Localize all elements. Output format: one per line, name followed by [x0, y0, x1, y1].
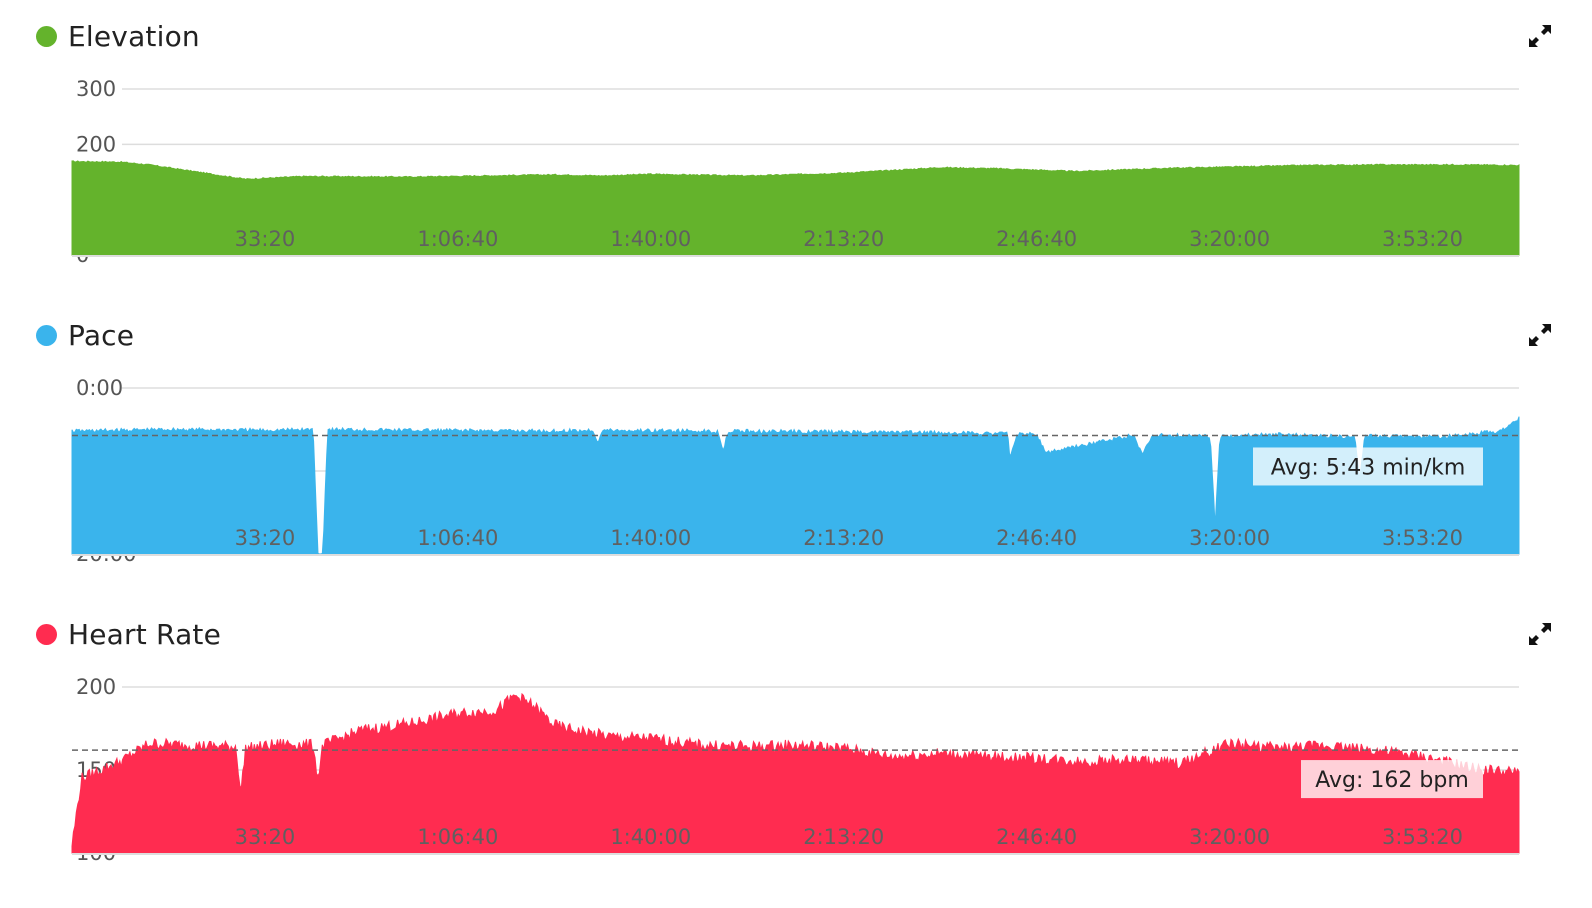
elevation-xtick-label: 1:40:00 [610, 227, 691, 251]
heart-rate-title: Heart Rate [68, 617, 222, 651]
heart-rate-average-box [1301, 760, 1483, 799]
elevation-xtick-label: 1:06:40 [417, 227, 498, 251]
elevation-ytick-label: 300 [76, 77, 116, 101]
elevation-xtick-label: 33:20 [235, 227, 296, 251]
expand-icon[interactable] [1526, 620, 1554, 648]
pace-xtick-label: 33:20 [235, 526, 296, 550]
pace-xtick-label: 3:20:00 [1189, 526, 1270, 550]
elevation-series-area [71, 160, 1520, 256]
pace-xtick-label: 3:53:20 [1382, 526, 1463, 550]
pace-xtick-label: 1:40:00 [610, 526, 691, 550]
elevation-xtick-label: 2:46:40 [996, 227, 1077, 251]
heart-rate-xtick-label: 2:46:40 [996, 825, 1077, 849]
pace-xtick-label: 2:13:20 [803, 526, 884, 550]
heart-rate-xtick-label: 1:06:40 [417, 825, 498, 849]
pace-xtick-label: 1:06:40 [417, 526, 498, 550]
heart-rate-ytick-label: 200 [76, 675, 116, 699]
elevation-panel: Elevation 010020030033:201:06:401:40:002… [0, 0, 1592, 290]
heart-rate-chart: 10015020033:201:06:401:40:002:13:202:46:… [71, 675, 1520, 865]
pace-average-box [1253, 447, 1483, 486]
pace-ytick-label: 0:00 [76, 376, 123, 400]
elevation-legend-dot [36, 25, 57, 47]
expand-icon[interactable] [1526, 321, 1554, 349]
elevation-title: Elevation [68, 19, 200, 53]
pace-header: Pace [36, 315, 134, 355]
heart-rate-xtick-label: 3:53:20 [1382, 825, 1463, 849]
elevation-xtick-label: 3:53:20 [1382, 227, 1463, 251]
heart-rate-average-label: Avg: 162 bpm [1315, 768, 1469, 793]
pace-chart: 0:0010:0020:0033:201:06:401:40:002:13:20… [71, 376, 1520, 566]
elevation-xtick-label: 2:13:20 [803, 227, 884, 251]
elevation-xtick-label: 3:20:00 [1189, 227, 1270, 251]
heart-rate-xtick-label: 1:40:00 [610, 825, 691, 849]
pace-title: Pace [68, 318, 135, 352]
pace-xtick-label: 2:46:40 [996, 526, 1077, 550]
heart-rate-header: Heart Rate [36, 614, 221, 654]
heart-rate-xtick-label: 3:20:00 [1189, 825, 1270, 849]
pace-average-label: Avg: 5:43 min/km [1271, 455, 1466, 480]
heart-rate-legend-dot [36, 623, 57, 645]
heart-rate-xtick-label: 33:20 [235, 825, 296, 849]
elevation-header: Elevation [36, 16, 200, 56]
heart-rate-panel: Heart Rate 10015020033:201:06:401:40:002… [0, 598, 1592, 888]
pace-series-area [71, 416, 1520, 555]
heart-rate-xtick-label: 2:13:20 [803, 825, 884, 849]
pace-panel: Pace 0:0010:0020:0033:201:06:401:40:002:… [0, 299, 1592, 589]
expand-icon[interactable] [1526, 22, 1554, 50]
pace-legend-dot [36, 324, 57, 346]
elevation-ytick-label: 200 [76, 132, 116, 156]
elevation-chart: 010020030033:201:06:401:40:002:13:202:46… [71, 77, 1520, 267]
